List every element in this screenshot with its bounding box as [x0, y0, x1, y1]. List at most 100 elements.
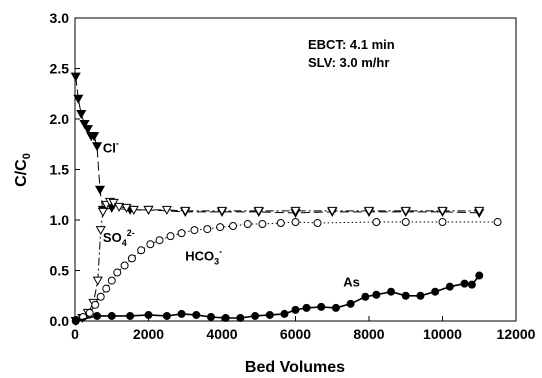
- x-tick-label: 12000: [497, 326, 536, 342]
- data-point: [206, 312, 215, 321]
- x-axis-title: Bed Volumes: [245, 359, 345, 376]
- data-point: [162, 311, 171, 320]
- data-point: [102, 284, 111, 293]
- data-point: [121, 203, 132, 213]
- y-tick-label: 1.5: [50, 162, 70, 178]
- data-point: [114, 202, 125, 212]
- series-label: As: [343, 275, 360, 290]
- y-tick-label: 0.5: [50, 263, 70, 279]
- data-point: [192, 310, 201, 319]
- data-point: [190, 226, 199, 235]
- series-layer: [70, 72, 502, 327]
- y-tick-label: 2.5: [50, 61, 70, 77]
- data-point: [331, 303, 340, 312]
- data-point: [128, 205, 139, 215]
- data-point: [137, 246, 146, 255]
- data-point: [180, 206, 191, 216]
- data-point: [438, 218, 447, 227]
- x-axis-ticks: 0 2000 4000 6000 8000 10000 12000: [71, 316, 536, 342]
- data-point: [251, 311, 260, 320]
- data-point: [291, 305, 300, 314]
- data-point: [302, 303, 311, 312]
- data-point: [107, 276, 116, 285]
- data-point: [313, 219, 322, 228]
- data-point: [146, 240, 155, 249]
- data-point: [474, 206, 485, 216]
- data-point: [280, 309, 289, 318]
- data-point: [127, 254, 136, 263]
- data-point: [387, 287, 396, 296]
- info-line-slv: SLV: 3.0 m/hr: [308, 55, 389, 70]
- data-point: [372, 218, 381, 227]
- data-point: [475, 271, 484, 280]
- x-tick-label: 0: [71, 326, 79, 342]
- data-point: [221, 313, 230, 322]
- x-tick-label: 10000: [423, 326, 462, 342]
- data-point: [253, 206, 264, 216]
- data-point: [155, 236, 164, 245]
- series-0: [70, 72, 485, 218]
- series-line: [75, 76, 480, 214]
- y-tick-label: 2.0: [50, 111, 70, 127]
- data-point: [94, 185, 106, 195]
- series-label-sub: 4: [122, 238, 127, 248]
- data-point: [166, 232, 175, 241]
- data-point: [291, 218, 300, 227]
- data-point: [276, 219, 285, 228]
- data-point: [89, 132, 100, 142]
- data-point: [445, 282, 454, 291]
- data-point: [229, 222, 238, 231]
- data-point: [93, 311, 102, 320]
- data-point: [82, 125, 93, 135]
- data-point: [431, 287, 440, 296]
- x-tick-label: 6000: [280, 326, 311, 342]
- data-point: [144, 310, 153, 319]
- data-point: [177, 309, 186, 318]
- data-point: [460, 279, 469, 288]
- info-line-ebct: EBCT: 4.1 min: [308, 37, 395, 52]
- data-point: [96, 292, 105, 301]
- series-label-sup: 2-: [127, 228, 135, 238]
- data-point: [161, 205, 172, 215]
- data-point: [416, 291, 425, 300]
- data-point: [71, 317, 80, 325]
- series-3: [71, 271, 484, 325]
- series-label-text: As: [343, 275, 360, 290]
- data-point: [70, 72, 81, 82]
- x-tick-label: 2000: [133, 326, 164, 342]
- y-tick-label: 1.0: [50, 212, 70, 228]
- data-point: [258, 220, 267, 229]
- data-point: [97, 207, 108, 217]
- y-axis-title: C/C0: [13, 153, 33, 187]
- series-label-text: Cl: [103, 140, 116, 155]
- data-point: [143, 205, 154, 215]
- series-label: SO42-: [103, 228, 135, 248]
- data-point: [79, 120, 90, 130]
- data-point: [243, 220, 252, 229]
- data-point: [126, 311, 135, 320]
- annotation-layer: Cl-SO42-HCO3-As: [103, 138, 360, 289]
- data-point: [216, 223, 225, 232]
- series-2: [72, 218, 502, 324]
- series-line: [75, 221, 498, 321]
- data-point: [203, 225, 212, 234]
- data-point: [401, 218, 410, 227]
- data-point: [363, 206, 375, 216]
- data-point: [400, 206, 411, 216]
- y-axis-ticks: 0.0 0.5 1.0 1.5 2.0 2.5 3.0: [50, 10, 80, 329]
- data-point: [177, 229, 186, 238]
- data-point: [437, 206, 448, 216]
- data-point: [265, 310, 274, 319]
- data-point: [346, 299, 355, 308]
- data-point: [95, 226, 106, 236]
- series-label-sub: 3: [214, 256, 219, 266]
- data-point: [120, 261, 129, 270]
- data-point: [372, 290, 381, 299]
- data-point: [91, 142, 103, 152]
- data-point: [216, 206, 228, 216]
- data-point: [91, 300, 100, 309]
- data-point: [493, 218, 502, 227]
- data-point: [290, 206, 301, 216]
- data-point: [467, 280, 476, 289]
